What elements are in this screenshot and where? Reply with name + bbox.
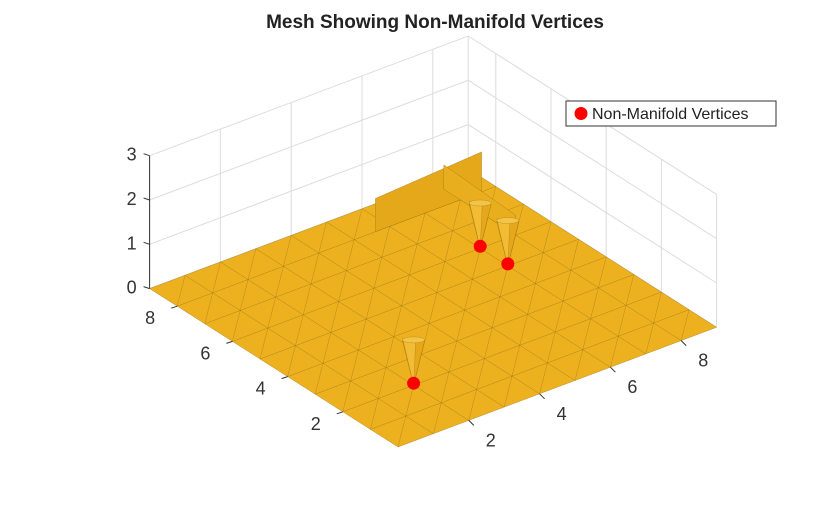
spike-cap	[402, 336, 425, 344]
non-manifold-vertex-marker	[501, 257, 515, 271]
mesh-edge	[287, 256, 607, 377]
non-manifold-vertex-marker	[473, 239, 487, 253]
mesh-edge	[255, 248, 505, 408]
mesh-edge	[342, 195, 398, 412]
x-tick-mark	[610, 366, 616, 373]
x-tick-label: 6	[627, 377, 637, 397]
mesh-edge	[220, 261, 469, 421]
mesh-edge	[361, 208, 611, 368]
mesh-edge	[468, 168, 717, 328]
mesh-edge	[397, 327, 717, 448]
legend: Non-Manifold Vertices	[565, 100, 777, 127]
mesh-edge	[610, 274, 635, 368]
mesh-edge	[397, 195, 646, 355]
z-tick-label: 0	[127, 278, 137, 298]
mesh-edge	[176, 275, 186, 307]
x-tick-mark	[680, 340, 687, 346]
mesh-edge	[397, 168, 469, 448]
z-tick-label: 2	[127, 189, 137, 209]
y-tick-mark	[226, 340, 233, 344]
legend-marker-icon	[574, 107, 588, 120]
mesh-edge	[539, 239, 579, 394]
legend-entry-label: Non-Manifold Vertices	[592, 106, 749, 123]
mesh-edge	[232, 221, 552, 342]
y-tick-mark	[336, 411, 343, 415]
mesh-edge	[680, 309, 690, 341]
spike-cap	[469, 199, 492, 207]
mesh-edge	[291, 235, 540, 394]
y-tick-label: 6	[200, 343, 210, 363]
spike-cap	[496, 217, 519, 224]
z-tick-mark	[143, 197, 150, 201]
mesh-edge	[574, 256, 607, 381]
y-tick-label: 2	[311, 414, 321, 434]
z-tick-mark	[143, 153, 150, 157]
y-tick-mark	[281, 376, 288, 380]
chart-title: Mesh Showing Non-Manifold Vertices	[266, 12, 604, 33]
legend-box	[565, 100, 777, 127]
x-tick-mark	[539, 393, 545, 400]
y-tick-label: 4	[256, 379, 266, 399]
non-manifold-markers	[407, 239, 515, 390]
mesh-edge	[326, 221, 576, 381]
mesh-fold	[375, 151, 482, 233]
mesh-edge	[287, 222, 327, 377]
mesh-edge	[204, 203, 524, 325]
mesh-edge	[370, 309, 690, 430]
y-tick-mark	[171, 305, 178, 309]
z-tick-label: 1	[127, 233, 137, 253]
mesh-edge	[503, 221, 552, 408]
grid-walls	[149, 35, 718, 328]
x-tick-label: 4	[557, 404, 567, 424]
mesh-edge	[314, 208, 363, 395]
y-tick-label: 8	[145, 308, 155, 328]
mesh-edge	[259, 239, 579, 360]
z-tick-mark	[143, 286, 150, 290]
mesh-surface	[149, 151, 717, 448]
mesh-edge	[204, 261, 221, 324]
mesh-edge	[259, 235, 292, 360]
mesh-edge	[645, 292, 662, 354]
mesh-spikes	[402, 199, 520, 386]
z-tick-label: 3	[127, 145, 137, 165]
mesh-edge	[370, 182, 434, 430]
x-tick-label: 2	[486, 430, 496, 450]
mesh-edge	[184, 275, 434, 434]
mesh-edge	[149, 288, 399, 448]
mesh-edge	[315, 274, 634, 395]
mesh-edge	[342, 291, 662, 413]
z-tick-mark	[143, 241, 150, 245]
x-tick-label: 8	[698, 351, 708, 371]
mesh-edge	[232, 248, 257, 342]
non-manifold-vertex-marker	[407, 376, 421, 390]
x-tick-mark	[468, 420, 475, 426]
